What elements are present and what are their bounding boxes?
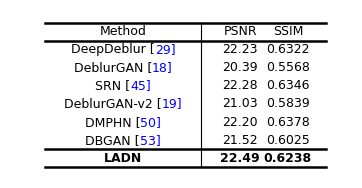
Text: 45]: 45] [130,79,151,92]
Text: Method: Method [100,25,147,38]
Text: DBGAN [: DBGAN [ [85,134,140,147]
Text: LADN: LADN [104,152,142,165]
Text: DeepDeblur [: DeepDeblur [ [71,43,155,56]
Text: SRN [: SRN [ [95,79,130,92]
Text: 22.28: 22.28 [222,79,258,92]
Text: 53]: 53] [140,134,161,147]
Text: 0.6322: 0.6322 [266,43,310,56]
Text: 0.6378: 0.6378 [266,116,310,129]
Text: 21.52: 21.52 [222,134,258,147]
Text: SSIM: SSIM [273,25,303,38]
Text: 0.5568: 0.5568 [266,61,310,74]
Text: 0.6238: 0.6238 [264,152,312,165]
Text: 0.6025: 0.6025 [266,134,310,147]
Text: 22.49: 22.49 [220,152,260,165]
Text: DMPHN [: DMPHN [ [85,116,140,129]
Text: 18]: 18] [152,61,173,74]
Text: 19]: 19] [162,98,182,111]
Text: 29]: 29] [155,43,175,56]
Text: 0.5839: 0.5839 [266,98,310,111]
Text: 50]: 50] [140,116,161,129]
Text: DeblurGAN [: DeblurGAN [ [73,61,152,74]
Text: DeblurGAN-v2 [: DeblurGAN-v2 [ [64,98,162,111]
Text: 20.39: 20.39 [222,61,258,74]
Text: PSNR: PSNR [223,25,257,38]
Text: 0.6346: 0.6346 [266,79,310,92]
Text: 22.23: 22.23 [223,43,258,56]
Text: 22.20: 22.20 [222,116,258,129]
Text: 21.03: 21.03 [222,98,258,111]
